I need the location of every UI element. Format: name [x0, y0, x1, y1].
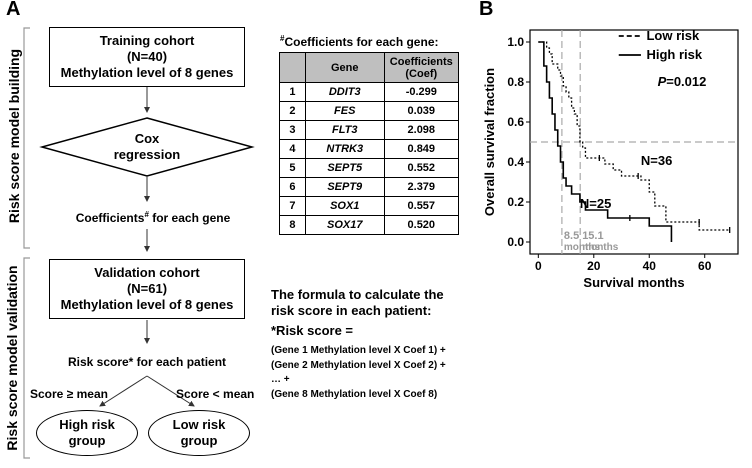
coefficients-table: Gene Coefficients (Coef) 1 DDIT3 -0.299 2 FE… — [279, 52, 460, 235]
formula-line4: (Gene 8 Methylation level X Coef 8) — [271, 388, 438, 400]
training-n: (N=40) — [126, 49, 168, 64]
formula-title: The formula to calculate the risk score … — [271, 287, 444, 319]
low-risk-group-oval: Low risk group — [148, 410, 250, 456]
training-methylation: Methylation level of 8 genes — [60, 65, 234, 80]
side-brackets — [23, 27, 30, 459]
table-row: 6 SEPT9 2.379 — [279, 177, 460, 197]
p-value-label: P=0.012 — [658, 74, 707, 89]
formula-body: (Gene 1 Methylation level X Coef 1) + (G… — [271, 344, 446, 402]
low-risk-line1: Low risk — [172, 417, 226, 432]
cox-regression-label: Cox regression — [97, 131, 197, 163]
formula-line2: (Gene 2 Methylation level X Coef 2) + — [271, 359, 446, 371]
branch-right-label: Score < mean — [176, 387, 255, 401]
validation-n: (N=61) — [126, 281, 168, 296]
table-cell-gene: DDIT3 — [304, 82, 385, 102]
table-row: 3 FLT3 2.098 — [279, 120, 460, 140]
table-title-sup: # — [280, 34, 285, 43]
flowchart-arrows — [39, 87, 255, 407]
high-risk-line1: High risk — [59, 417, 115, 432]
high-risk-n-label: N=25 — [580, 196, 611, 211]
high-risk-curve — [538, 41, 673, 242]
table-cell-index: 6 — [279, 177, 306, 197]
x-tick-label: 40 — [643, 259, 657, 273]
x-tick-label: 60 — [698, 259, 712, 273]
formula-title-line1: The formula to calculate the — [271, 287, 444, 302]
table-header-gene: Gene — [304, 52, 385, 83]
coefficients-label: Coefficients# for each gene — [53, 210, 253, 225]
legend-low-risk-label: Low risk — [646, 28, 700, 43]
median-unit-label: months — [564, 242, 601, 253]
low-risk-n-label: N=36 — [641, 153, 672, 168]
table-row: 1 DDIT3 -0.299 — [279, 82, 460, 102]
x-tick-label: 20 — [587, 259, 601, 273]
panel-a-label: A — [6, 0, 21, 20]
table-title-text: Coefficients for each gene: — [284, 35, 439, 49]
table-body: 1 DDIT3 -0.299 2 FES 0.039 3 FLT3 2.098 4 NTRK3 0.8… — [279, 82, 460, 235]
chart-axes: 0 20 40 60 0.0 0.2 0.4 0.6 0.8 1.0 — [507, 29, 739, 273]
y-axis-label: Overall survival fraction — [482, 68, 497, 216]
median-value-label: 15.1 — [582, 230, 603, 242]
chart-text: Survival months Overall survival fraction… — [482, 28, 706, 290]
x-tick-label: 0 — [535, 259, 542, 273]
coefficients-sup: # — [144, 210, 149, 219]
formula-line1: (Gene 1 Methylation level X Coef 1) + — [271, 345, 446, 356]
table-title: #Coefficients for each gene: — [280, 34, 438, 49]
y-tick-label: 1.0 — [507, 35, 524, 49]
p-value-number: =0.012 — [666, 74, 706, 89]
panel-b-label: B — [479, 0, 494, 20]
chart-series — [538, 41, 731, 242]
x-axis-label: Survival months — [583, 275, 684, 290]
table-cell-gene: SOX17 — [304, 215, 385, 235]
y-tick-label: 0.8 — [507, 75, 524, 89]
table-cell-gene: SEPT5 — [304, 158, 385, 178]
validation-cohort-box: Validation cohort (N=61) Methylation lev… — [49, 259, 245, 319]
table-row: 8 SOX17 0.520 — [279, 215, 460, 235]
training-title: Training cohort — [99, 33, 195, 48]
y-tick-label: 0.4 — [507, 155, 524, 169]
formula-heading: *Risk score = — [271, 323, 354, 338]
y-tick-label: 0.0 — [507, 235, 524, 249]
branch-left-label: Score ≥ mean — [30, 387, 108, 401]
training-cohort-box: Training cohort (N=40) Methylation level… — [49, 27, 245, 87]
risk-score-label: Risk score* for each patient — [67, 355, 227, 369]
validation-title: Validation cohort — [94, 265, 200, 280]
median-guides — [530, 30, 738, 254]
table-cell-coef: 0.520 — [383, 215, 460, 235]
y-tick-label: 0.6 — [507, 115, 524, 129]
p-value-symbol: P — [658, 74, 667, 89]
low-risk-line2: group — [180, 433, 218, 448]
formula-title-line2: risk score in each patient: — [271, 303, 432, 318]
high-risk-line2: group — [68, 433, 106, 448]
coefficients-rest: for each gene — [148, 211, 231, 225]
median-value-label: 8.5 — [564, 230, 579, 242]
median-unit-label: months — [582, 242, 619, 253]
table-cell-coef: 0.557 — [383, 196, 460, 216]
table-header-index — [279, 52, 306, 83]
table-cell-index: 8 — [279, 215, 306, 235]
legend-high-risk-label: High risk — [646, 47, 702, 62]
table-cell-coef: 2.098 — [383, 120, 460, 140]
coefficients-word: Coefficients — [75, 211, 145, 225]
y-tick-label: 0.2 — [507, 195, 524, 209]
validation-methylation: Methylation level of 8 genes — [60, 297, 234, 312]
low-risk-curve — [538, 41, 730, 231]
formula-line3: … + — [271, 374, 290, 385]
cox-line2: regression — [113, 147, 181, 162]
cox-line1: Cox — [134, 131, 160, 146]
high-risk-group-oval: High risk group — [36, 410, 138, 456]
